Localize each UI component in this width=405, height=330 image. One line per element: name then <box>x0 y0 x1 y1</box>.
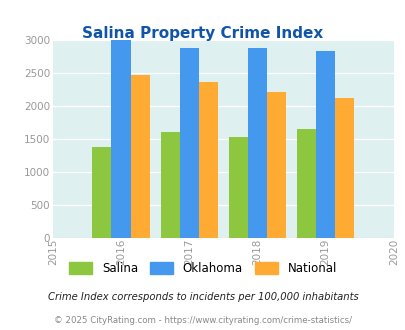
Bar <box>247 48 266 238</box>
Text: © 2025 CityRating.com - https://www.cityrating.com/crime-statistics/: © 2025 CityRating.com - https://www.city… <box>54 315 351 325</box>
Text: Salina Property Crime Index: Salina Property Crime Index <box>82 26 323 41</box>
Bar <box>92 147 111 238</box>
Bar <box>335 98 354 238</box>
Text: Crime Index corresponds to incidents per 100,000 inhabitants: Crime Index corresponds to incidents per… <box>47 292 358 302</box>
Bar <box>296 129 315 238</box>
Bar <box>198 82 217 238</box>
Bar <box>315 51 335 238</box>
Bar <box>130 75 149 238</box>
Bar <box>266 92 286 238</box>
Bar <box>111 40 130 238</box>
Bar <box>228 137 247 238</box>
Bar <box>179 48 198 238</box>
Bar <box>160 132 179 238</box>
Legend: Salina, Oklahoma, National: Salina, Oklahoma, National <box>68 262 337 275</box>
